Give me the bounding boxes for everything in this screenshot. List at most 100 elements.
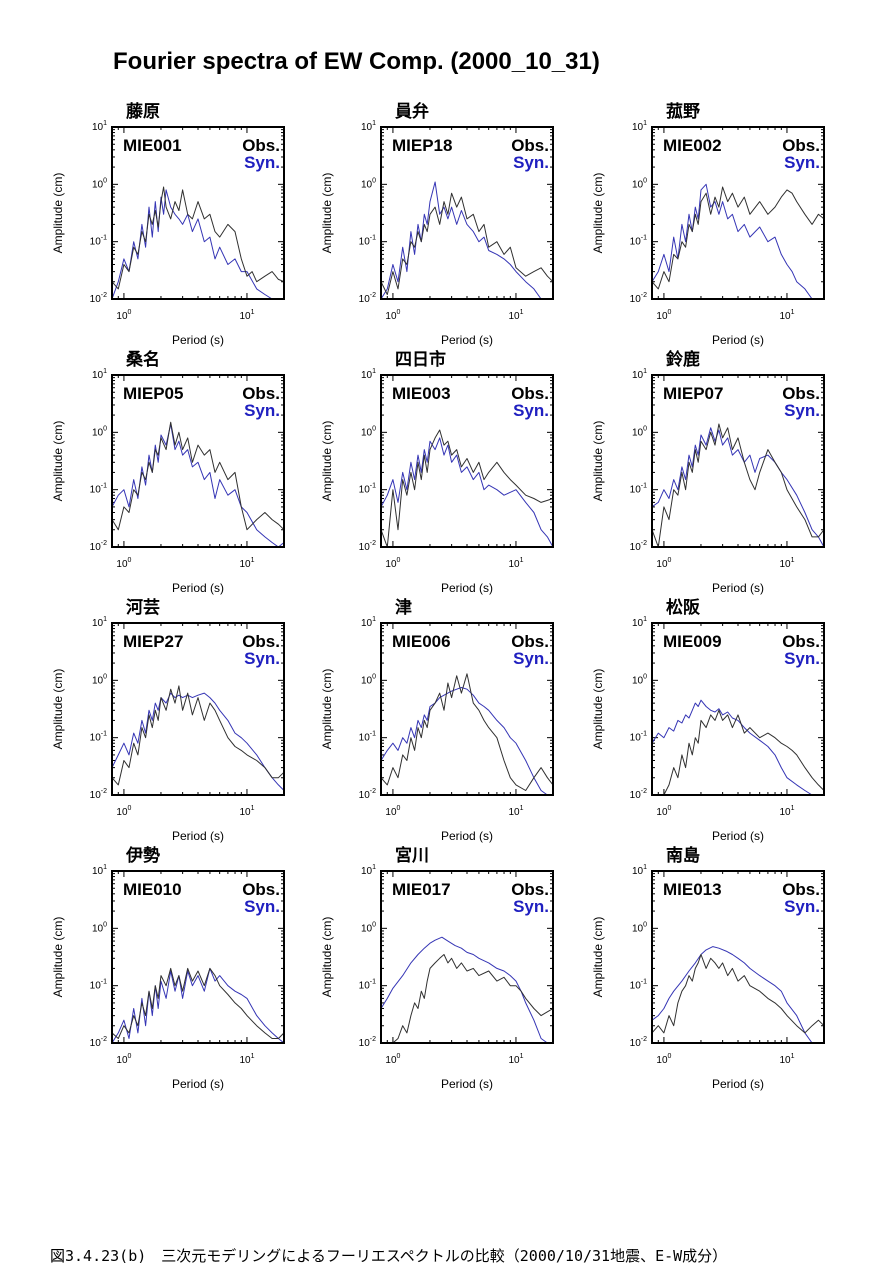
y-tick-label: 101 bbox=[361, 864, 376, 877]
spectrum-chart: 宮川 10-2 10-1 100 101 100 101 MIE017 Obs.Syn. Peri… bbox=[320, 845, 554, 1091]
plot-frame bbox=[380, 126, 554, 300]
x-axis-label: Period (s) bbox=[441, 1077, 493, 1091]
legend-syn: Syn. bbox=[784, 897, 820, 916]
plot-frame bbox=[651, 374, 825, 548]
syn-series-line bbox=[112, 189, 284, 299]
syn-series-line bbox=[652, 946, 824, 1043]
y-tick-label: 101 bbox=[92, 368, 107, 381]
syn-series-line bbox=[381, 181, 553, 299]
legend-obs: Obs. bbox=[782, 384, 820, 403]
y-tick-label: 10-2 bbox=[630, 292, 647, 305]
y-tick-label: 10-2 bbox=[630, 1036, 647, 1049]
x-tick-label: 100 bbox=[385, 557, 400, 570]
y-tick-label: 10-1 bbox=[359, 731, 376, 744]
legend-syn: Syn. bbox=[784, 153, 820, 172]
y-axis-label: Amplitude (cm) bbox=[320, 173, 334, 254]
plot-frame bbox=[111, 126, 285, 300]
y-tick-label: 10-2 bbox=[359, 540, 376, 553]
x-axis-label: Period (s) bbox=[172, 829, 224, 843]
y-tick-label: 100 bbox=[632, 921, 647, 934]
y-tick-label: 10-1 bbox=[630, 235, 647, 248]
obs-series-line bbox=[652, 186, 824, 290]
x-tick-label: 101 bbox=[779, 557, 794, 570]
y-tick-label: 100 bbox=[632, 673, 647, 686]
y-tick-label: 10-1 bbox=[90, 731, 107, 744]
legend-obs: Obs. bbox=[242, 384, 280, 403]
plot-frame bbox=[380, 622, 554, 796]
y-axis-label: Amplitude (cm) bbox=[591, 173, 605, 254]
legend-syn: Syn. bbox=[513, 897, 549, 916]
y-tick-label: 10-2 bbox=[630, 788, 647, 801]
y-axis-label: Amplitude (cm) bbox=[320, 669, 334, 750]
y-tick-label: 100 bbox=[92, 177, 107, 190]
obs-series-line bbox=[112, 967, 284, 1039]
spectrum-chart: 松阪 10-2 10-1 100 101 100 101 MIE009 Obs.Syn. Peri… bbox=[591, 597, 825, 843]
station-name: 南島 bbox=[666, 845, 700, 866]
x-tick-label: 100 bbox=[116, 557, 131, 570]
station-name: 四日市 bbox=[395, 349, 446, 370]
legend-obs: Obs. bbox=[511, 384, 549, 403]
x-tick-label: 101 bbox=[779, 805, 794, 818]
y-tick-label: 100 bbox=[361, 425, 376, 438]
figure-caption: 図3.4.23(b) 三次元モデリングによるフーリエスペクトルの比較（2000/… bbox=[50, 1247, 728, 1265]
x-tick-label: 100 bbox=[116, 1053, 131, 1066]
syn-series-line bbox=[652, 183, 819, 299]
x-axis-label: Period (s) bbox=[441, 581, 493, 595]
x-axis-label: Period (s) bbox=[712, 829, 764, 843]
obs-series-line bbox=[663, 709, 824, 795]
obs-series-line bbox=[392, 954, 553, 1043]
y-tick-label: 100 bbox=[92, 673, 107, 686]
station-name: 桑名 bbox=[126, 349, 160, 370]
legend-syn: Syn. bbox=[784, 401, 820, 420]
syn-series-line bbox=[381, 437, 553, 547]
spectrum-chart: 伊勢 10-2 10-1 100 101 100 101 MIE010 Obs.Syn. Peri… bbox=[51, 845, 285, 1091]
y-axis-label: Amplitude (cm) bbox=[591, 669, 605, 750]
legend-obs: Obs. bbox=[782, 632, 820, 651]
y-tick-label: 101 bbox=[632, 120, 647, 133]
x-tick-label: 101 bbox=[508, 805, 523, 818]
y-tick-label: 101 bbox=[92, 120, 107, 133]
y-tick-label: 10-1 bbox=[630, 731, 647, 744]
y-axis-label: Amplitude (cm) bbox=[51, 173, 65, 254]
x-tick-label: 100 bbox=[385, 309, 400, 322]
y-tick-label: 100 bbox=[632, 425, 647, 438]
x-ticks: 100 101 bbox=[651, 623, 825, 818]
obs-series-line bbox=[381, 673, 553, 791]
station-name: 員弁 bbox=[394, 101, 429, 122]
x-tick-label: 101 bbox=[239, 805, 254, 818]
syn-series-line bbox=[112, 423, 284, 547]
spectrum-chart: 菰野 10-2 10-1 100 101 100 101 MIE002 Obs.Syn. Peri… bbox=[591, 102, 825, 347]
y-tick-label: 101 bbox=[632, 368, 647, 381]
syn-series-line bbox=[381, 936, 548, 1043]
y-axis-label: Amplitude (cm) bbox=[320, 917, 334, 998]
legend-syn: Syn. bbox=[244, 153, 280, 172]
spectrum-chart: 藤原 10-2 10-1 100 101 100 101 MIE001 Obs.Syn. Peri… bbox=[51, 102, 285, 347]
station-name: 宮川 bbox=[395, 845, 429, 866]
y-ticks: 10-2 10-1 100 101 bbox=[359, 616, 553, 801]
x-tick-label: 101 bbox=[508, 557, 523, 570]
y-tick-label: 100 bbox=[361, 673, 376, 686]
obs-series-line bbox=[381, 429, 553, 547]
y-tick-label: 101 bbox=[632, 616, 647, 629]
y-tick-label: 100 bbox=[92, 425, 107, 438]
legend-obs: Obs. bbox=[242, 880, 280, 899]
x-tick-label: 100 bbox=[656, 309, 671, 322]
y-tick-label: 10-1 bbox=[90, 979, 107, 992]
x-axis-label: Period (s) bbox=[172, 333, 224, 347]
y-tick-label: 10-2 bbox=[90, 292, 107, 305]
syn-series-line bbox=[652, 699, 824, 795]
plot-frame bbox=[651, 622, 825, 796]
syn-series-line bbox=[652, 427, 824, 547]
x-tick-label: 100 bbox=[656, 805, 671, 818]
obs-series-line bbox=[652, 954, 824, 1034]
obs-series-line bbox=[381, 192, 553, 295]
x-tick-label: 101 bbox=[779, 1053, 794, 1066]
y-tick-label: 10-2 bbox=[359, 1036, 376, 1049]
station-code: MIE003 bbox=[392, 384, 451, 403]
spectrum-chart: 四日市 10-2 10-1 100 101 100 101 MIE003 Obs.Syn. Per… bbox=[320, 349, 554, 595]
y-tick-label: 100 bbox=[361, 921, 376, 934]
y-tick-label: 10-1 bbox=[630, 979, 647, 992]
legend-syn: Syn. bbox=[513, 649, 549, 668]
x-tick-label: 100 bbox=[116, 309, 131, 322]
